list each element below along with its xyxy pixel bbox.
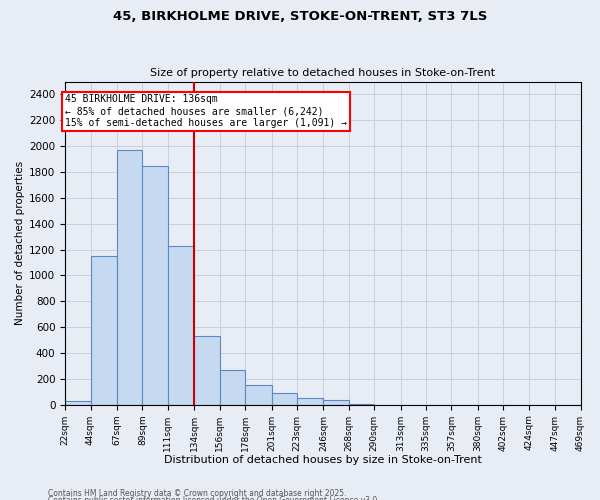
Bar — [323, 400, 349, 404]
Text: Contains HM Land Registry data © Crown copyright and database right 2025.: Contains HM Land Registry data © Crown c… — [48, 488, 347, 498]
Y-axis label: Number of detached properties: Number of detached properties — [15, 161, 25, 325]
Bar — [168, 246, 194, 404]
Bar — [91, 256, 117, 404]
Bar — [220, 370, 245, 404]
Text: Contains public sector information licensed under the Open Government Licence v3: Contains public sector information licen… — [48, 496, 380, 500]
Bar — [297, 398, 323, 404]
Bar — [117, 150, 142, 405]
X-axis label: Distribution of detached houses by size in Stoke-on-Trent: Distribution of detached houses by size … — [164, 455, 482, 465]
Text: 45 BIRKHOLME DRIVE: 136sqm
← 85% of detached houses are smaller (6,242)
15% of s: 45 BIRKHOLME DRIVE: 136sqm ← 85% of deta… — [65, 94, 347, 128]
Bar — [245, 384, 272, 404]
Title: Size of property relative to detached houses in Stoke-on-Trent: Size of property relative to detached ho… — [150, 68, 496, 78]
Bar — [272, 393, 297, 404]
Bar — [65, 401, 91, 404]
Bar — [194, 336, 220, 404]
Text: 45, BIRKHOLME DRIVE, STOKE-ON-TRENT, ST3 7LS: 45, BIRKHOLME DRIVE, STOKE-ON-TRENT, ST3… — [113, 10, 487, 23]
Bar — [142, 166, 168, 404]
